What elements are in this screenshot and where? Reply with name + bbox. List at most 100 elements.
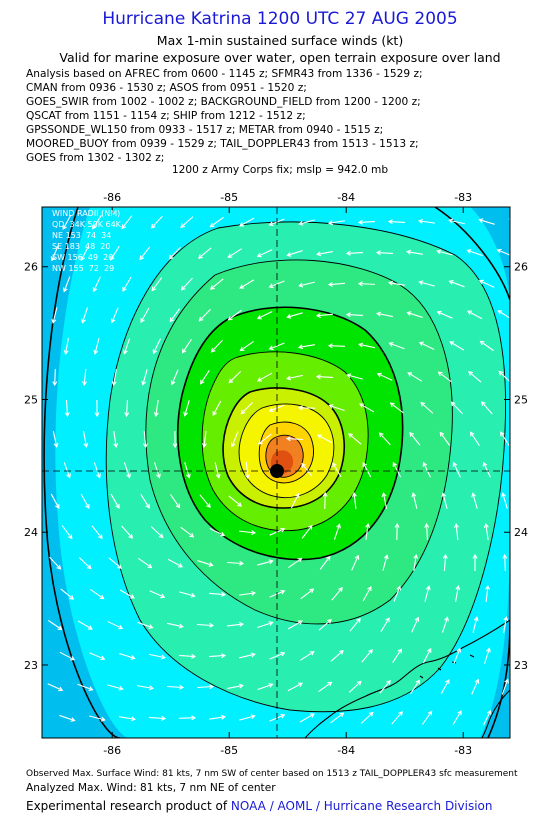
wind-arrow [138, 557, 153, 569]
wind-arrow [107, 621, 124, 630]
wind-arrow [227, 309, 242, 321]
wind-arrow [228, 371, 242, 384]
wind-arrow [59, 651, 76, 661]
wind-arrow [178, 653, 197, 659]
wind-arrow [197, 560, 214, 567]
wind-arrow [483, 522, 489, 540]
wind-arrow [239, 279, 255, 289]
wind-vectors [47, 214, 510, 726]
axis-ticks: -86 -86 -85 -85 -84 -84 -83 -83 23 23 24 24 25 25 26 26 [24, 191, 528, 757]
wind-arrow [361, 649, 373, 663]
wind-arrow [139, 246, 151, 261]
wind-arrow [52, 368, 58, 387]
wind-arrow [107, 684, 124, 691]
wind-arrow [439, 431, 451, 446]
wind-arrow [180, 216, 194, 229]
wind-arrow [227, 248, 243, 258]
y-tick-label: 23 [24, 659, 38, 672]
analysis-line: GOES from 1302 - 1302 z; [26, 152, 165, 164]
wind-arrow [348, 680, 362, 693]
wind-arrow [122, 276, 132, 292]
wind-arrow [244, 461, 250, 480]
wind-arrow [110, 245, 120, 261]
wind-radii-legend: WIND RADII (NM) QD 34K 50K 64K NE 153 74… [52, 209, 122, 273]
wind-arrow [502, 553, 508, 572]
wind-arrow [479, 340, 494, 352]
wind-arrow [469, 431, 480, 446]
wind-arrow [113, 431, 119, 449]
wind-arrow [51, 307, 58, 324]
wind-arrow [52, 431, 59, 448]
map-subtitle: Max 1-min sustained surface winds (kt) [156, 33, 404, 48]
wind-arrow [119, 589, 135, 599]
wind-arrow [239, 652, 256, 659]
wind-arrow [436, 310, 453, 319]
analysis-line: QSCAT from 1151 - 1154 z; SHIP from 1212… [26, 110, 306, 122]
y-tick-label: 26 [514, 261, 528, 274]
storm-center-marker [270, 464, 284, 478]
wind-arrow [208, 653, 227, 659]
wind-arrow [89, 715, 106, 722]
wind-radii-row: SW 156 49 20 [52, 253, 113, 262]
wind-arrow [214, 462, 221, 479]
wind-arrow [60, 588, 75, 600]
wind-arrow [184, 462, 191, 479]
wind-arrow [316, 434, 333, 444]
wind-arrow [92, 276, 101, 293]
wind-arrow [328, 404, 345, 412]
wind-arrow [452, 461, 461, 478]
wind-arrow [123, 462, 131, 479]
wind-arrow [299, 713, 315, 723]
wind-arrow [349, 617, 361, 632]
wind-arrow [328, 220, 345, 226]
wind-arrow [137, 685, 154, 691]
wind-arrow [168, 246, 181, 260]
wind-arrow [198, 247, 212, 259]
wind-arrow [392, 461, 402, 478]
wind-arrow [452, 710, 462, 726]
wind-arrow [484, 647, 491, 664]
wind-arrow [472, 616, 479, 633]
wind-arrow [62, 276, 71, 293]
wind-arrow [286, 250, 303, 257]
wind-arrow [152, 338, 161, 355]
wind-arrow [351, 491, 357, 510]
y-tick-label: 24 [514, 526, 528, 539]
wind-arrow [64, 399, 70, 418]
x-tick-label: -85 [220, 744, 238, 757]
wind-arrow [140, 307, 150, 323]
wind-arrow [154, 462, 161, 479]
analysis-line: MOORED_BUOY from 0939 - 1529 z; TAIL_DOP… [26, 138, 419, 150]
wind-arrow [422, 461, 431, 478]
wind-arrow [478, 279, 495, 288]
wind-arrow [286, 312, 303, 319]
wind-arrow [440, 679, 450, 695]
wind-arrow [238, 530, 257, 535]
wind-arrow [62, 214, 72, 230]
wind-arrow [485, 584, 490, 603]
wind-arrow [290, 492, 300, 509]
wind-arrow [80, 245, 90, 262]
wind-arrow [315, 374, 334, 380]
wind-arrow [322, 491, 328, 510]
wind-arrow [178, 715, 197, 721]
wind-arrow [468, 371, 482, 383]
wind-arrow [298, 344, 315, 350]
wind-arrow [78, 557, 92, 570]
wind-arrow [167, 622, 184, 629]
wind-arrow [481, 401, 493, 415]
wind-arrow [49, 556, 62, 570]
y-tick-label: 25 [24, 393, 38, 406]
x-tick-label: -85 [220, 191, 238, 204]
wind-radii-header: QD 34K 50K 64K [52, 220, 122, 229]
wind-arrow [362, 586, 372, 602]
analyzed-max-wind: Analyzed Max. Wind: 81 kts, 7 nm NE of c… [26, 782, 276, 794]
wind-arrow [407, 372, 423, 382]
wind-arrow [441, 492, 448, 509]
wind-radii-row: NW 155 72 29 [52, 264, 114, 273]
wind-arrow [471, 678, 480, 695]
wind-arrow [81, 307, 89, 324]
analysis-line: Analysis based on AFREC from 0600 - 1145… [26, 68, 423, 80]
wind-arrow [378, 432, 391, 446]
wind-arrow [196, 622, 215, 628]
